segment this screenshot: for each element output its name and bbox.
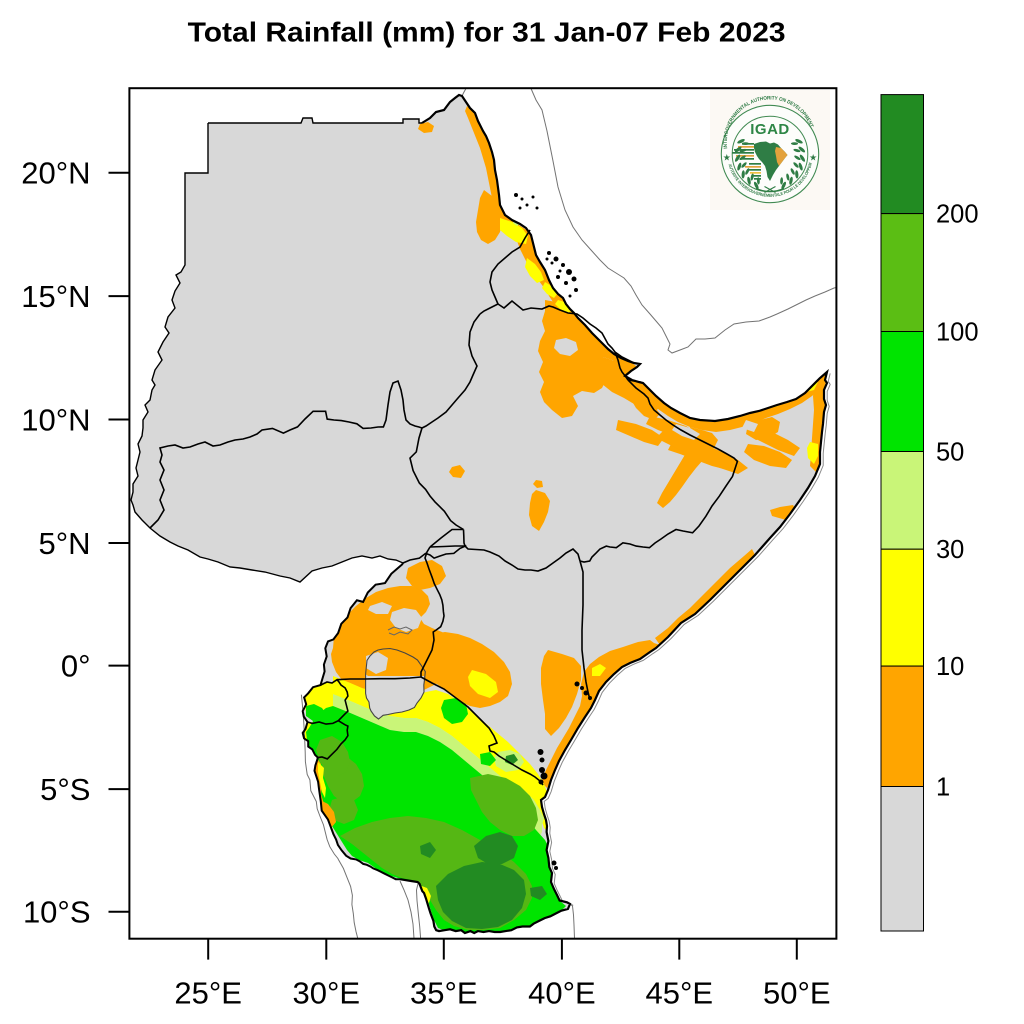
- svg-text:45°E: 45°E: [646, 976, 714, 1011]
- svg-text:15°N: 15°N: [21, 279, 90, 314]
- svg-text:30: 30: [936, 536, 964, 564]
- svg-text:200: 200: [936, 201, 979, 229]
- svg-text:10°S: 10°S: [23, 895, 91, 930]
- svg-text:5°N: 5°N: [38, 526, 90, 561]
- svg-text:30°E: 30°E: [293, 976, 361, 1011]
- svg-text:★: ★: [723, 153, 731, 163]
- svg-text:1: 1: [936, 774, 950, 802]
- svg-text:★: ★: [809, 153, 817, 163]
- svg-text:20°N: 20°N: [21, 156, 90, 191]
- svg-text:5°S: 5°S: [40, 772, 90, 807]
- svg-text:40°E: 40°E: [528, 976, 596, 1011]
- svg-text:10: 10: [936, 653, 964, 681]
- svg-text:35°E: 35°E: [410, 976, 478, 1011]
- svg-text:25°E: 25°E: [174, 976, 242, 1011]
- svg-text:0°: 0°: [61, 649, 91, 684]
- svg-text:IGAD: IGAD: [750, 121, 790, 138]
- svg-text:50°E: 50°E: [763, 976, 831, 1011]
- svg-text:50: 50: [936, 439, 964, 467]
- svg-text:100: 100: [936, 319, 979, 347]
- svg-text:10°N: 10°N: [21, 403, 90, 438]
- svg-text:Total Rainfall (mm) for 31 Jan: Total Rainfall (mm) for 31 Jan-07 Feb 20…: [188, 16, 786, 47]
